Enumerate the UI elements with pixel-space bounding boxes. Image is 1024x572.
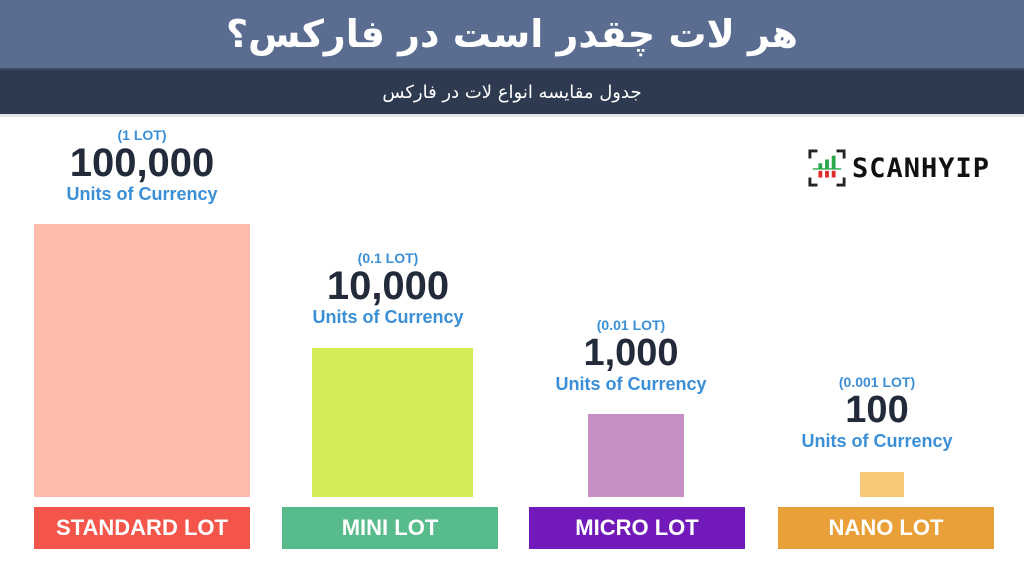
label-nano-lot: NANO LOT [778,507,994,549]
standard-annotation: (1 LOT) 100,000 Units of Currency [12,127,272,205]
chart-scan-icon [808,149,846,187]
bar-mini-lot [312,348,473,497]
units-value: 100,000 [69,141,215,185]
units-label: Units of Currency [555,374,707,394]
units-label: Units of Currency [66,184,218,204]
micro-annotation: (0.01 LOT) 1,000 Units of Currency [501,317,761,395]
header-title-band: هر لات چقدر است در فارکس؟ [0,0,1024,68]
page-subtitle: جدول مقایسه انواع لات در فارکس [382,81,642,103]
header-subtitle-band: جدول مقایسه انواع لات در فارکس [0,68,1024,114]
label-micro-lot: MICRO LOT [529,507,745,549]
units-label: Units of Currency [312,307,464,327]
units-value: 10,000 [326,264,450,308]
bar-nano-lot [860,472,904,497]
page-title: هر لات چقدر است در فارکس؟ [225,12,799,56]
mini-annotation: (0.1 LOT) 10,000 Units of Currency [258,250,518,328]
label-standard-lot: STANDARD LOT [34,507,250,549]
nano-annotation: (0.001 LOT) 100 Units of Currency [747,374,1007,452]
lot-size: (0.01 LOT) [596,317,666,333]
lot-size: (0.001 LOT) [838,374,916,390]
lot-size: (1 LOT) [117,127,167,143]
bar-micro-lot [588,414,684,497]
logo: SCANHYIP [808,148,990,188]
logo-text: SCANHYIP [852,152,991,184]
lot-size: (0.1 LOT) [357,250,419,266]
units-value: 1,000 [583,332,679,374]
label-mini-lot: MINI LOT [282,507,498,549]
bar-standard-lot [34,224,250,497]
units-value: 100 [845,389,909,431]
header-divider [0,114,1024,117]
units-label: Units of Currency [801,431,953,451]
